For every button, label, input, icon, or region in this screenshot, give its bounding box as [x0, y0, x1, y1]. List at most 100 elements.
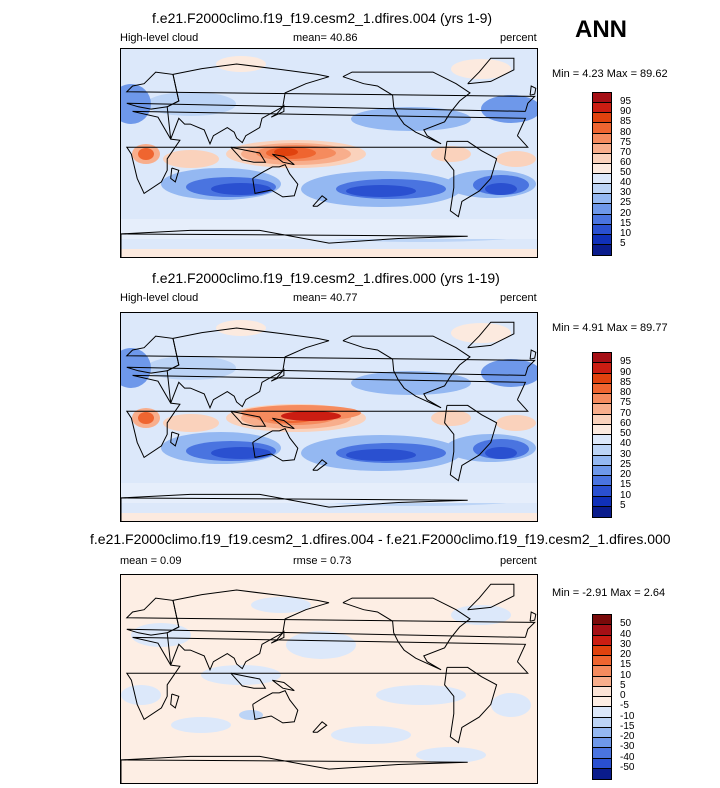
colorbar-tick-label: 10: [620, 489, 632, 501]
coastlines: [121, 57, 537, 257]
colorbar-swatch: [593, 224, 611, 235]
panel-2-colorbar: [592, 352, 612, 518]
panel-1-variable-label: High-level cloud: [120, 32, 199, 44]
coastlines: [121, 321, 537, 521]
colorbar-tick-label: 15: [620, 479, 632, 491]
colorbar-tick-label: 10: [620, 227, 632, 239]
colorbar-swatch: [593, 93, 611, 104]
colorbar-swatch: [593, 455, 611, 466]
colorbar-swatch: [593, 153, 611, 164]
colorbar-swatch: [593, 738, 611, 749]
colorbar-tick-label: 0: [620, 690, 626, 701]
panel-3-units-label: percent: [500, 555, 537, 567]
colorbar-tick-label: 50: [620, 618, 632, 630]
colorbar-swatch: [593, 394, 611, 405]
colorbar-swatch: [593, 615, 611, 626]
colorbar-tick-label: 10: [620, 669, 632, 681]
panel-2-map-svg: [121, 313, 537, 521]
panel-1-title: f.e21.F2000climo.f19_f19.cesm2_1.dfires.…: [152, 10, 493, 26]
colorbar-tick-label: 40: [620, 628, 632, 640]
colorbar-tick-label: 5: [620, 237, 626, 249]
colorbar-tick-label: 15: [620, 659, 632, 671]
colorbar-swatch: [593, 666, 611, 677]
panel-2-mean-label: mean= 40.77: [293, 292, 358, 304]
colorbar-tick-label: 90: [620, 106, 632, 118]
colorbar-swatch: [593, 625, 611, 636]
colorbar-tick-label: 70: [620, 146, 632, 158]
colorbar-swatch: [593, 686, 611, 697]
colorbar-swatch: [593, 676, 611, 687]
colorbar-tick-label: 5: [620, 679, 626, 691]
panel-1-map-svg: [121, 49, 537, 257]
colorbar-swatch: [593, 496, 611, 507]
colorbar-tick-label: 40: [620, 438, 632, 450]
colorbar-tick-label: 30: [620, 638, 632, 650]
coastlines: [121, 583, 537, 783]
colorbar-tick-label: 95: [620, 356, 632, 368]
colorbar-swatch: [593, 758, 611, 769]
colorbar-tick-label: 30: [620, 448, 632, 460]
colorbar-swatch: [593, 707, 611, 718]
colorbar-swatch: [593, 363, 611, 374]
colorbar-tick-label: 90: [620, 366, 632, 378]
colorbar-tick-label: 80: [620, 126, 632, 138]
colorbar-tick-label: -5: [620, 700, 629, 712]
colorbar-tick-label: 25: [620, 197, 632, 209]
colorbar-tick-label: 20: [620, 649, 632, 660]
panel-1-units-label: percent: [500, 32, 537, 44]
colorbar-tick-label: -40: [620, 751, 635, 763]
panel-1-minmax: Min = 4.23 Max = 89.62: [552, 68, 668, 80]
colorbar-tick-label: 60: [620, 417, 632, 429]
colorbar-swatch: [593, 404, 611, 415]
colorbar-swatch: [593, 697, 611, 708]
colorbar-swatch: [593, 184, 611, 195]
colorbar-tick-label: 60: [620, 156, 632, 168]
colorbar-swatch: [593, 123, 611, 134]
colorbar-swatch: [593, 717, 611, 728]
colorbar-swatch: [593, 113, 611, 124]
colorbar-swatch: [593, 373, 611, 384]
colorbar-tick-label: 75: [620, 136, 632, 148]
colorbar-tick-label: -15: [620, 720, 635, 732]
colorbar-tick-label: -30: [620, 741, 635, 753]
colorbar-swatch: [593, 435, 611, 446]
panel-3-map-svg: [121, 575, 537, 783]
colorbar-tick-label: 20: [620, 469, 632, 480]
colorbar-tick-label: 85: [620, 376, 632, 388]
panel-3-rmse-label: rmse = 0.73: [293, 555, 352, 567]
colorbar-swatch: [593, 645, 611, 656]
panel-3-mean-label: mean = 0.09: [120, 555, 182, 567]
colorbar-tick-label: 50: [620, 428, 632, 439]
colorbar-swatch: [593, 383, 611, 394]
colorbar-tick-label: 15: [620, 217, 632, 229]
colorbar-swatch: [593, 234, 611, 245]
colorbar-swatch: [593, 353, 611, 364]
colorbar-swatch: [593, 445, 611, 456]
colorbar-swatch: [593, 143, 611, 154]
colorbar-tick-label: 30: [620, 187, 632, 199]
colorbar-swatch: [593, 214, 611, 225]
colorbar-tick-label: 75: [620, 397, 632, 409]
colorbar-tick-label: 80: [620, 387, 632, 398]
colorbar-tick-label: 95: [620, 96, 632, 108]
colorbar-swatch: [593, 506, 611, 517]
colorbar-swatch: [593, 486, 611, 497]
colorbar-swatch: [593, 414, 611, 425]
colorbar-tick-label: -50: [620, 761, 635, 773]
panel-2-title: f.e21.F2000climo.f19_f19.cesm2_1.dfires.…: [152, 270, 500, 286]
colorbar-tick-label: 40: [620, 177, 632, 189]
colorbar-tick-label: 70: [620, 407, 632, 419]
colorbar-swatch: [593, 656, 611, 667]
panel-3-map: [120, 574, 538, 784]
panel-2-minmax: Min = 4.91 Max = 89.77: [552, 322, 668, 334]
panel-3-colorbar: [592, 614, 612, 780]
panel-3-minmax: Min = -2.91 Max = 2.64: [552, 587, 666, 599]
panel-1-mean-label: mean= 40.86: [293, 32, 358, 44]
colorbar-swatch: [593, 768, 611, 779]
colorbar-swatch: [593, 635, 611, 646]
colorbar-swatch: [593, 244, 611, 255]
colorbar-tick-label: -20: [620, 731, 635, 742]
colorbar-swatch: [593, 748, 611, 759]
season-label: ANN: [575, 16, 627, 43]
colorbar-swatch: [593, 727, 611, 738]
